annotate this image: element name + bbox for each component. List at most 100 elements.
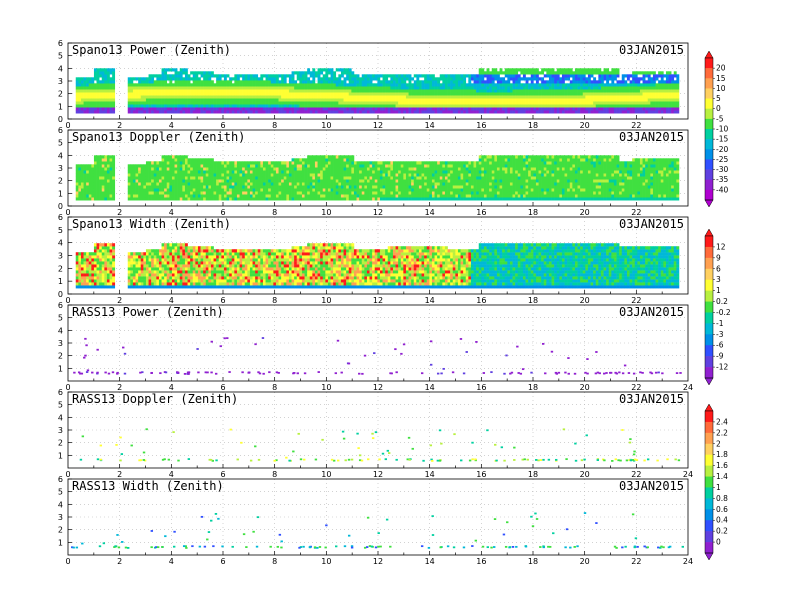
heatmap-cell (283, 197, 287, 201)
heatmap-cell (364, 98, 368, 102)
heatmap-cell (647, 92, 651, 96)
heatmap-cell (447, 164, 451, 168)
heatmap-cell (226, 98, 230, 102)
heatmap-cell (138, 173, 142, 177)
heatmap-cell (273, 74, 277, 78)
heatmap-cell (104, 161, 108, 165)
heatmap-cell (312, 74, 316, 78)
heatmap-cell (645, 98, 649, 102)
heatmap-cell (249, 101, 253, 105)
heatmap-cell (88, 167, 92, 171)
heatmap-cell (283, 86, 287, 90)
heatmap-cell (257, 173, 261, 177)
heatmap-cell (158, 80, 162, 84)
heatmap-cell (476, 74, 480, 78)
heatmap-cell (447, 173, 451, 177)
heatmap-cell (369, 86, 373, 90)
heatmap-cell (132, 77, 136, 81)
heatmap-cell (268, 197, 272, 201)
heatmap-cell (166, 107, 170, 111)
heatmap-cell (229, 89, 233, 93)
heatmap-cell (216, 164, 220, 168)
heatmap-cell (278, 80, 282, 84)
heatmap-cell (382, 188, 386, 192)
heatmap-cell (372, 92, 376, 96)
heatmap-cell (353, 86, 357, 90)
heatmap-cell (416, 107, 420, 111)
heatmap-cell (665, 77, 669, 81)
heatmap-cell (104, 158, 108, 162)
heatmap-cell (639, 89, 643, 93)
heatmap-cell (403, 182, 407, 186)
heatmap-cell (619, 80, 623, 84)
heatmap-cell (431, 164, 435, 168)
heatmap-cell (372, 179, 376, 183)
heatmap-cell (239, 185, 243, 189)
heatmap-cell (403, 98, 407, 102)
heatmap-cell (177, 173, 181, 177)
heatmap-cell (512, 68, 516, 72)
heatmap-cell (314, 74, 318, 78)
heatmap-cell (611, 98, 615, 102)
heatmap-cell (112, 182, 116, 186)
heatmap-cell (156, 188, 160, 192)
heatmap-cell (288, 95, 292, 99)
heatmap-cell (343, 68, 347, 72)
heatmap-cell (478, 74, 482, 78)
heatmap-cell (668, 101, 672, 105)
heatmap-cell (554, 101, 558, 105)
heatmap-cell (291, 71, 295, 75)
heatmap-cell (335, 173, 339, 177)
heatmap-cell (156, 194, 160, 198)
heatmap-cell (507, 83, 511, 87)
heatmap-cell (190, 176, 194, 180)
heatmap-cell (265, 182, 269, 186)
heatmap-cell (314, 167, 318, 171)
heatmap-cell (166, 161, 170, 165)
heatmap-cell (590, 71, 594, 75)
heatmap-cell (286, 101, 290, 105)
heatmap-cell (671, 110, 675, 114)
heatmap-cell (179, 197, 183, 201)
heatmap-cell (148, 170, 152, 174)
heatmap-cell (197, 98, 201, 102)
heatmap-cell (80, 164, 84, 168)
heatmap-cell (626, 110, 630, 114)
heatmap-cell (538, 101, 542, 105)
heatmap-cell (556, 101, 560, 105)
heatmap-cell (169, 92, 173, 96)
heatmap-cell (190, 188, 194, 192)
heatmap-cell (676, 74, 680, 78)
heatmap-cell (218, 98, 222, 102)
heatmap-cell (153, 170, 157, 174)
heatmap-cell (585, 89, 589, 93)
heatmap-cell (426, 176, 430, 180)
heatmap-cell (564, 89, 568, 93)
heatmap-cell (161, 161, 165, 165)
heatmap-cell (517, 83, 521, 87)
heatmap-cell (106, 188, 110, 192)
heatmap-cell (327, 68, 331, 72)
heatmap-cell (177, 77, 181, 81)
heatmap-cell (444, 89, 448, 93)
heatmap-cell (301, 101, 305, 105)
heatmap-cell (242, 74, 246, 78)
heatmap-cell (353, 104, 357, 108)
heatmap-cell (390, 110, 394, 114)
heatmap-cell (392, 104, 396, 108)
heatmap-cell (296, 89, 300, 93)
heatmap-cell (434, 167, 438, 171)
heatmap-cell (244, 104, 248, 108)
heatmap-cell (437, 107, 441, 111)
heatmap-cell (600, 92, 604, 96)
heatmap-cell (361, 179, 365, 183)
heatmap-cell (512, 110, 516, 114)
heatmap-cell (447, 80, 451, 84)
heatmap-cell (637, 83, 641, 87)
heatmap-cell (637, 86, 641, 90)
heatmap-cell (130, 101, 134, 105)
heatmap-cell (187, 161, 191, 165)
heatmap-cell (190, 197, 194, 201)
heatmap-cell (598, 89, 602, 93)
heatmap-cell (382, 167, 386, 171)
